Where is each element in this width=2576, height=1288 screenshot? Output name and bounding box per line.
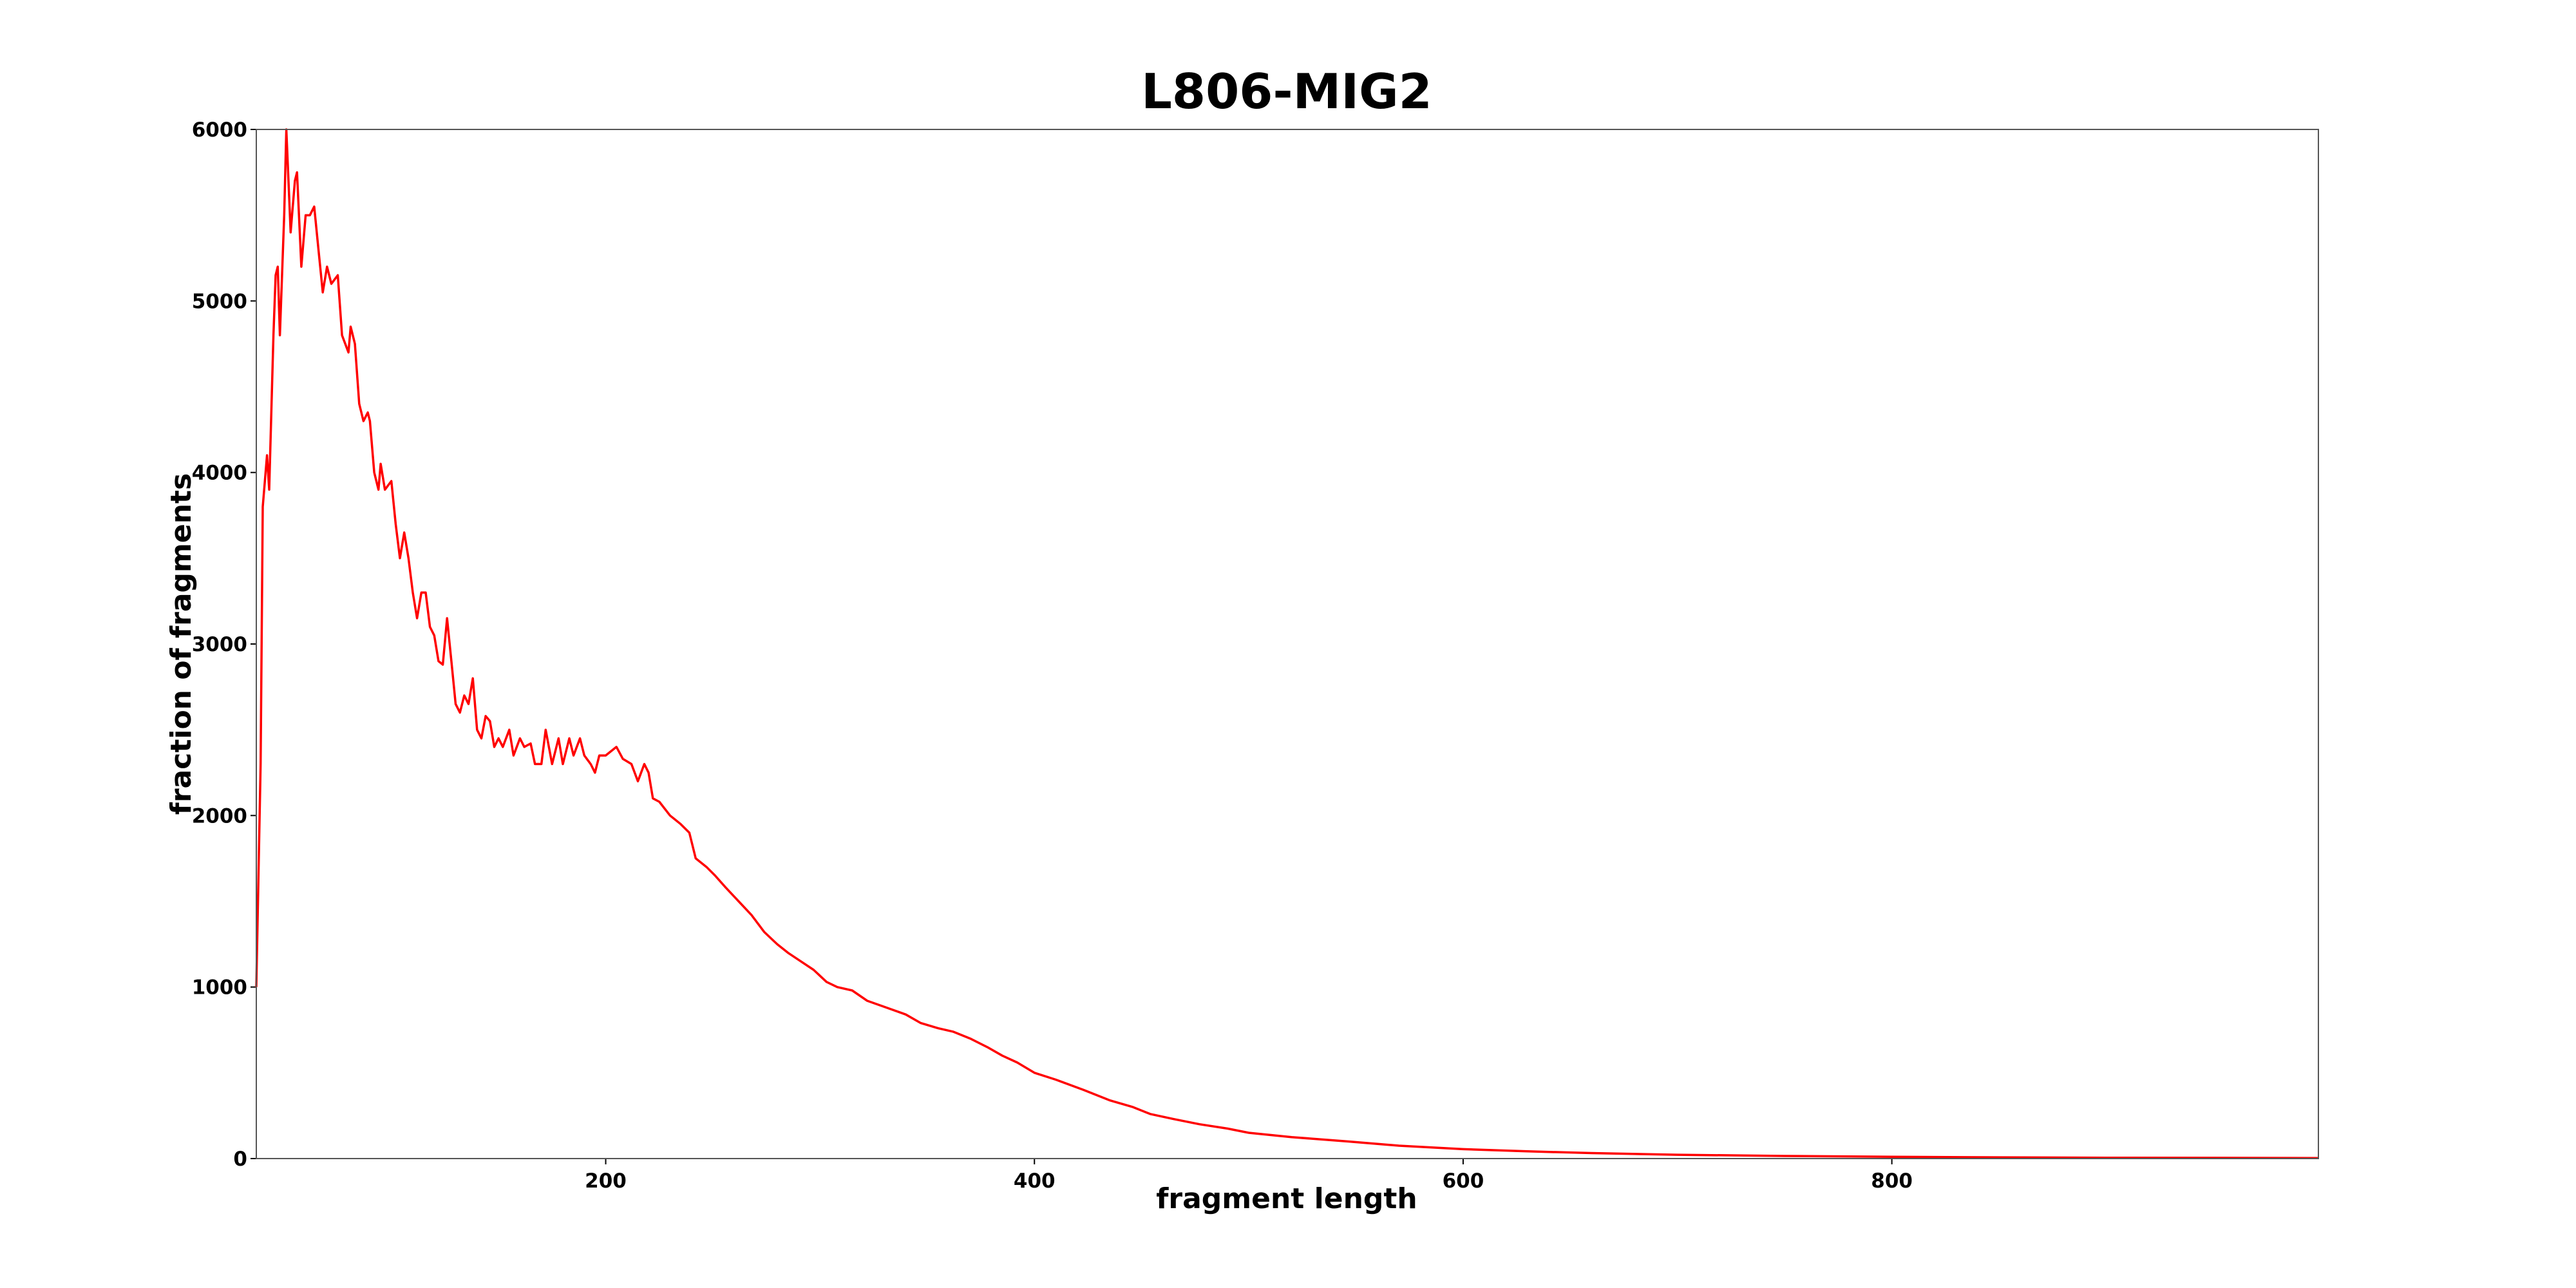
- y-tick-label: 1000: [192, 976, 247, 999]
- chart-title: L806-MIG2: [1141, 63, 1432, 120]
- y-tick-label: 2000: [192, 804, 247, 828]
- x-tick-label: 600: [1443, 1170, 1484, 1193]
- y-axis-label: fraction of fragments: [165, 473, 198, 815]
- x-tick-label: 800: [1871, 1170, 1913, 1193]
- x-axis-label: fragment length: [1156, 1182, 1417, 1215]
- y-tick-label: 0: [233, 1148, 247, 1171]
- y-tick-label: 5000: [192, 290, 247, 313]
- y-tick-label: 6000: [192, 118, 247, 142]
- x-tick-label: 200: [585, 1170, 627, 1193]
- y-tick-label: 3000: [192, 633, 247, 656]
- plot-frame: [256, 129, 2319, 1159]
- x-tick-label: 400: [1014, 1170, 1056, 1193]
- y-tick-label: 4000: [192, 462, 247, 485]
- data-line: [255, 128, 2319, 1159]
